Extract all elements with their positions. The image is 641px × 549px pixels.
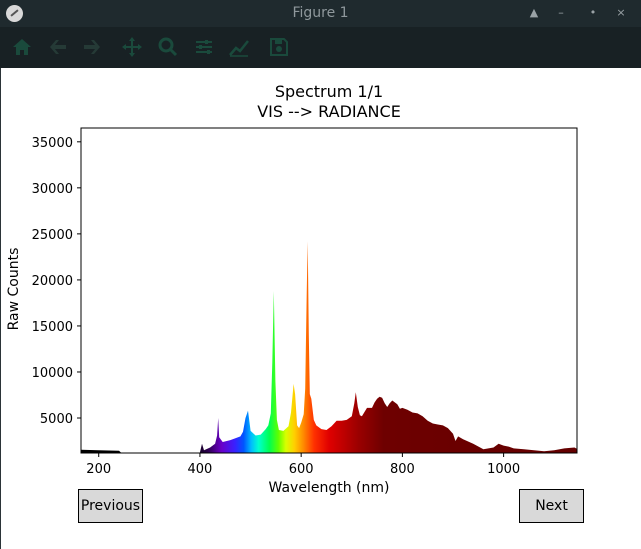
pan-icon[interactable] <box>120 35 144 59</box>
next-button[interactable]: Next <box>519 489 584 523</box>
window-title: Figure 1 <box>292 5 349 21</box>
restore-icon[interactable]: • <box>589 6 597 19</box>
y-axis-label: Raw Counts <box>6 247 22 331</box>
chart-title: Spectrum 1/1 <box>274 82 384 101</box>
configure-subplots-icon[interactable] <box>192 35 216 59</box>
save-icon[interactable] <box>267 35 291 59</box>
close-icon[interactable]: × <box>616 6 626 19</box>
chart-subtitle: VIS --> RADIANCE <box>257 102 401 121</box>
zoom-icon[interactable] <box>156 35 180 59</box>
previous-button[interactable]: Previous <box>78 489 143 523</box>
app-icon <box>6 5 23 22</box>
plot-toolbar <box>0 27 641 68</box>
edit-axis-icon[interactable] <box>227 35 251 59</box>
shade-icon[interactable]: ▲ <box>529 6 539 19</box>
back-arrow-icon[interactable] <box>46 35 70 59</box>
x-axis-label: Wavelength (nm) <box>268 480 390 496</box>
home-icon[interactable] <box>10 35 34 59</box>
figure-canvas <box>0 68 641 549</box>
minimize-icon[interactable]: – <box>558 6 564 19</box>
forward-arrow-icon[interactable] <box>80 35 104 59</box>
window-titlebar: Figure 1 ▲ – • × <box>0 0 641 27</box>
